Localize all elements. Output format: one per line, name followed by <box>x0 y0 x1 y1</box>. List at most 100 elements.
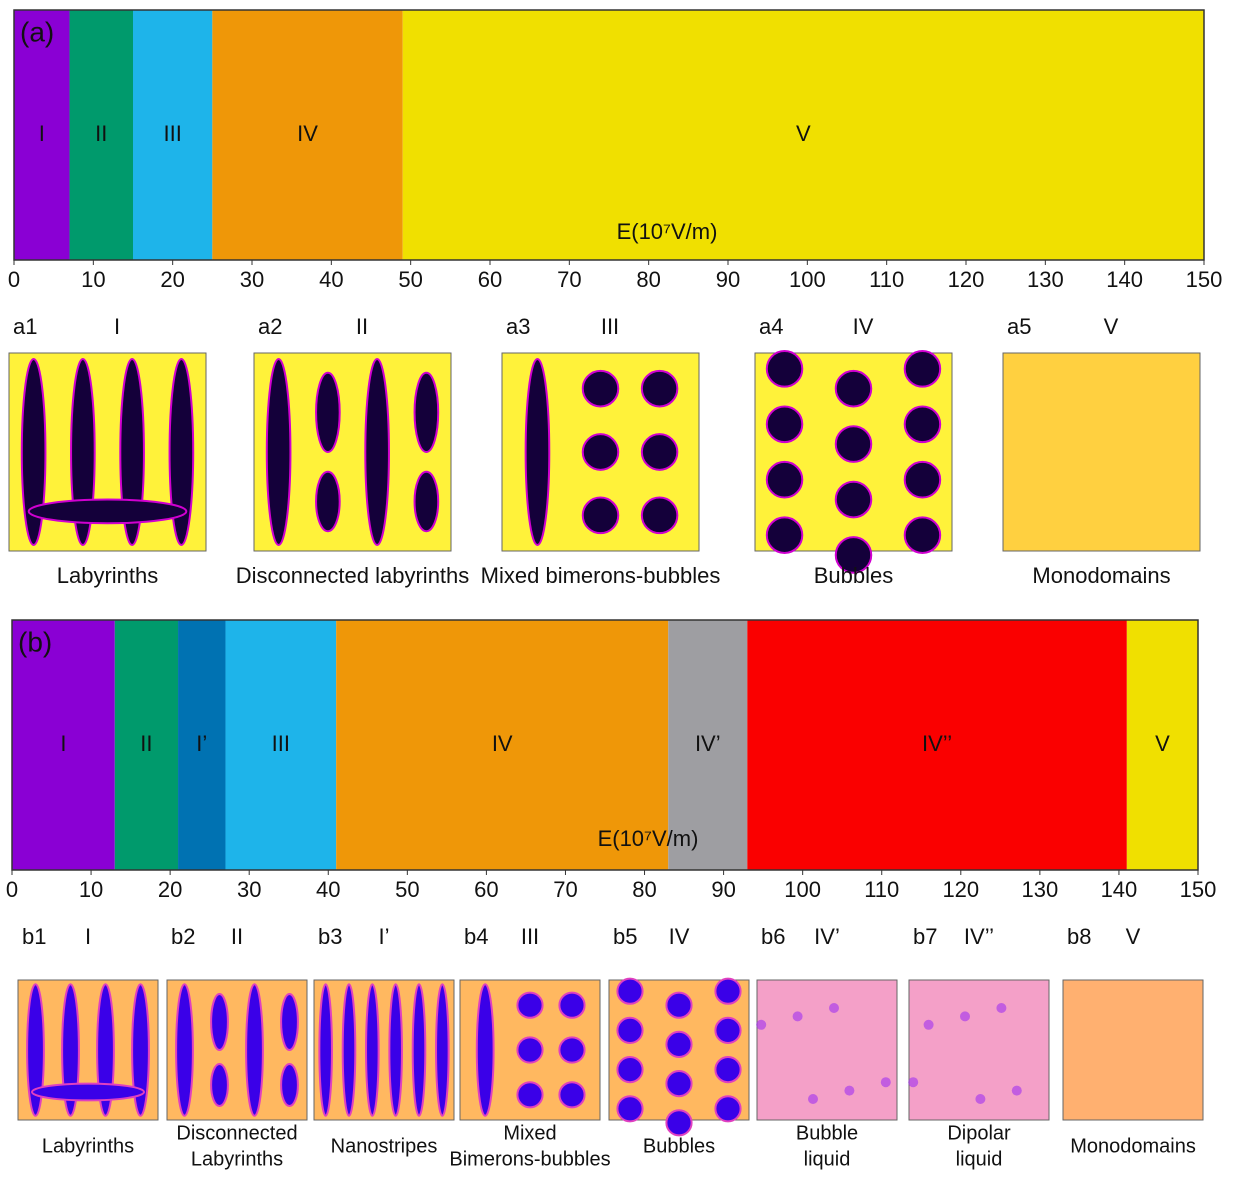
domain-blob <box>583 434 618 470</box>
snapshot-id: a1 <box>13 314 37 339</box>
snapshot-phase: IV <box>669 924 690 949</box>
x-tick-label: 80 <box>636 267 660 292</box>
domain-blob <box>211 1064 228 1106</box>
x-tick-label: 70 <box>557 267 581 292</box>
snapshot-phase: III <box>601 314 619 339</box>
snapshot-phase: IV’ <box>814 924 840 949</box>
snapshot-id: a4 <box>759 314 783 339</box>
x-tick-label: 120 <box>942 877 979 902</box>
domain-blob <box>836 371 871 407</box>
snapshot-caption: Bubbles <box>814 563 894 588</box>
snapshot-image <box>1063 980 1203 1120</box>
x-tick-label: 20 <box>158 877 182 902</box>
x-tick-label: 150 <box>1186 267 1223 292</box>
domain-blob <box>366 984 379 1116</box>
snapshot-image <box>9 353 206 551</box>
snapshot-image <box>609 979 749 1136</box>
snapshot-id: b2 <box>171 924 195 949</box>
domain-blob <box>960 1011 970 1021</box>
figure: IIIIIIIVV(a)E(10⁷V/m)0102030405060708090… <box>0 0 1238 1177</box>
domain-blob <box>908 1077 918 1087</box>
snapshot-background <box>757 980 897 1120</box>
domain-blob <box>844 1086 854 1096</box>
snapshot-caption: Disconnected <box>176 1122 297 1144</box>
snapshot-id: a5 <box>1007 314 1031 339</box>
phase-label: II <box>95 121 107 146</box>
phase-label: I <box>60 731 66 756</box>
snapshot-id: b5 <box>613 924 637 949</box>
domain-blob <box>905 406 940 442</box>
domain-blob <box>617 1018 642 1043</box>
phase-label: V <box>796 121 811 146</box>
domain-blob <box>29 500 187 524</box>
snapshot-phase: I <box>85 924 91 949</box>
domain-blob <box>559 1037 584 1062</box>
x-tick-label: 10 <box>79 877 103 902</box>
snapshot-id: b6 <box>761 924 785 949</box>
x-tick-label: 70 <box>553 877 577 902</box>
domain-blob <box>767 406 802 442</box>
domain-blob <box>477 984 494 1116</box>
domain-blob <box>176 984 193 1116</box>
domain-blob <box>365 359 389 545</box>
panel-label: (a) <box>20 16 54 47</box>
domain-blob <box>767 351 802 387</box>
domain-blob <box>829 1003 839 1013</box>
domain-blob <box>583 498 618 534</box>
domain-blob <box>583 371 618 407</box>
snapshot-phase: III <box>521 924 539 949</box>
domain-blob <box>517 1037 542 1062</box>
x-tick-label: 80 <box>632 877 656 902</box>
snapshot-caption: Labyrinths <box>42 1135 134 1157</box>
snapshot-phase: II <box>356 314 368 339</box>
domain-blob <box>793 1011 803 1021</box>
snapshot-id: b8 <box>1067 924 1091 949</box>
snapshot-caption: Disconnected labyrinths <box>236 563 470 588</box>
snapshot-caption: Monodomains <box>1070 1135 1196 1157</box>
snapshot-image <box>502 353 699 551</box>
snapshot-caption: Bimerons-bubbles <box>449 1148 610 1170</box>
x-tick-label: 50 <box>395 877 419 902</box>
snapshot-caption: liquid <box>804 1148 851 1170</box>
snapshot-caption: Dipolar <box>947 1122 1011 1144</box>
x-tick-label: 130 <box>1027 267 1064 292</box>
snapshot-caption: Labyrinths <box>57 563 159 588</box>
x-tick-label: 110 <box>864 877 899 902</box>
domain-blob <box>756 1020 766 1030</box>
x-tick-label: 130 <box>1022 877 1059 902</box>
snapshot-caption: Labyrinths <box>191 1148 283 1170</box>
domain-blob <box>715 979 740 1004</box>
domain-blob <box>415 472 439 531</box>
phase-label: III <box>163 121 181 146</box>
domain-blob <box>617 1057 642 1082</box>
x-tick-label: 90 <box>711 877 735 902</box>
snapshot-image <box>314 980 454 1120</box>
x-tick-label: 0 <box>6 877 18 902</box>
axis-label: E(10⁷V/m) <box>617 219 718 244</box>
domain-blob <box>526 359 550 545</box>
panel-label: (b) <box>18 626 52 657</box>
domain-blob <box>517 1082 542 1107</box>
phase-label: IV’’ <box>922 731 952 756</box>
domain-blob <box>319 984 332 1116</box>
domain-blob <box>996 1003 1006 1013</box>
snapshot-background <box>1063 980 1203 1120</box>
domain-blob <box>881 1077 891 1087</box>
snapshot-background <box>1003 353 1200 551</box>
domain-blob <box>666 1110 691 1135</box>
domain-blob <box>559 1082 584 1107</box>
x-tick-label: 110 <box>869 267 904 292</box>
domain-blob <box>316 373 340 452</box>
domain-blob <box>642 434 677 470</box>
domain-blob <box>281 1064 298 1106</box>
x-tick-label: 140 <box>1106 267 1143 292</box>
snapshot-phase: IV <box>853 314 874 339</box>
domain-blob <box>517 993 542 1018</box>
x-tick-label: 90 <box>716 267 740 292</box>
snapshot-background <box>314 980 454 1120</box>
domain-blob <box>666 1071 691 1096</box>
domain-blob <box>413 984 426 1116</box>
phase-label: III <box>272 731 290 756</box>
phase-label: I <box>39 121 45 146</box>
domain-blob <box>767 462 802 498</box>
